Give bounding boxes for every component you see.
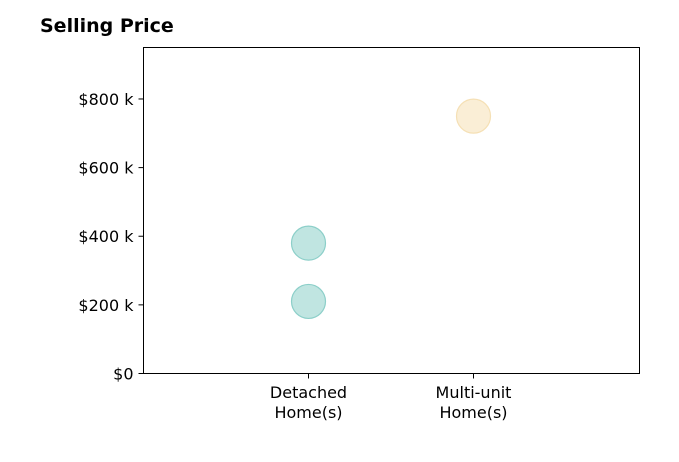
x-tick-label: Home(s) <box>274 403 342 422</box>
data-point <box>290 283 327 320</box>
y-tick-label: $800 k <box>78 90 134 109</box>
y-tick-label: $0 <box>113 365 133 384</box>
chart-title: Selling Price <box>40 15 174 37</box>
x-tick-label: Multi-unit <box>436 383 512 402</box>
plot-frame <box>143 47 640 374</box>
plot-marks <box>290 98 492 320</box>
y-tick-label: $400 k <box>78 227 134 246</box>
y-tick-label: $200 k <box>78 296 134 315</box>
y-tick-label: $600 k <box>78 159 134 178</box>
data-point <box>290 225 327 261</box>
y-axis: $0 $200 k $400 k $600 k $800 k <box>78 90 144 384</box>
data-point <box>455 98 492 134</box>
x-tick-label: Detached <box>270 383 347 402</box>
x-tick-label: Home(s) <box>439 403 507 422</box>
